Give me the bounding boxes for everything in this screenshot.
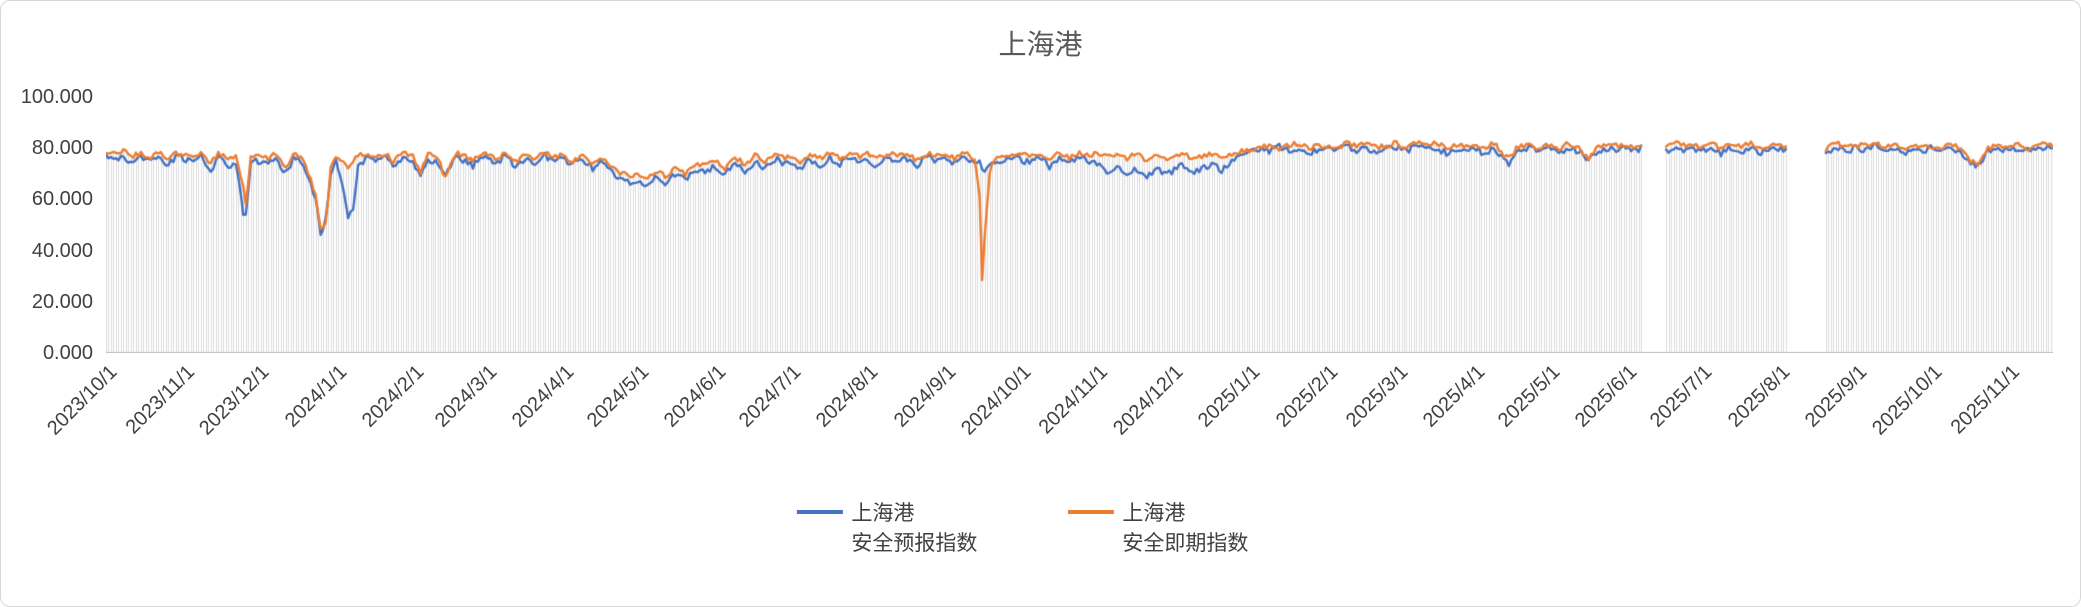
y-axis-tick-label: 0.000	[42, 342, 93, 364]
legend-line-swatch-orange	[1067, 510, 1114, 514]
legend-line-swatch-blue	[796, 510, 843, 514]
y-axis-tick-label: 80.000	[31, 137, 93, 160]
chart-plot-area	[106, 97, 2053, 353]
legend-item-spot-index[interactable]: 上海港 安全即期指数	[1067, 499, 1248, 559]
legend-label-line2: 安全预报指数	[851, 532, 978, 555]
legend-item-forecast-index[interactable]: 上海港 安全预报指数	[796, 499, 977, 559]
y-axis-tick-label: 20.000	[31, 290, 93, 313]
y-axis-tick-label: 40.000	[31, 239, 93, 262]
chart-title: 上海港	[998, 29, 1083, 60]
legend-label-line2: 安全即期指数	[1122, 532, 1249, 555]
y-axis-tick-label: 60.000	[31, 188, 93, 211]
legend-label-line1: 上海港	[1122, 502, 1186, 525]
y-axis-tick-label: 100.000	[20, 86, 93, 108]
legend-label-spot-index: 上海港 安全即期指数	[1122, 499, 1248, 559]
chart-legend: 上海港 安全预报指数 上海港 安全即期指数	[796, 499, 1248, 559]
legend-label-forecast-index: 上海港 安全预报指数	[851, 499, 977, 559]
legend-label-line1: 上海港	[851, 502, 915, 525]
